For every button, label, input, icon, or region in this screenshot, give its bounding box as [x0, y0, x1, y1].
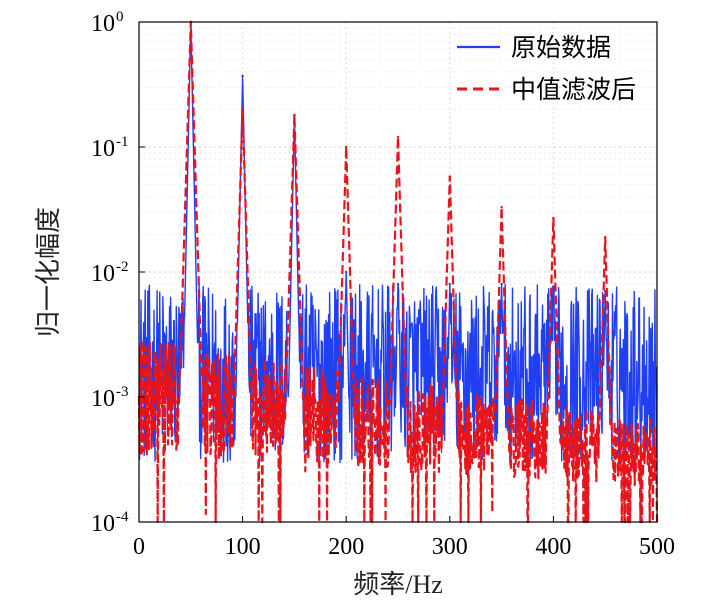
y-tick-label-3: 10 — [91, 136, 115, 162]
x-tick-label-4: 400 — [535, 534, 571, 560]
peak-point-filtered-2 — [293, 113, 296, 117]
x-axis-title: 频率/Hz — [353, 570, 443, 599]
y-tick-exponent-4: 0 — [116, 9, 124, 25]
y-tick-label-4: 10 — [91, 11, 115, 37]
y-tick-exponent-3: -1 — [116, 134, 129, 150]
y-tick-label-0: 10 — [91, 511, 115, 537]
series-line-raw — [138, 21, 658, 464]
peak-point-raw-4 — [396, 282, 400, 286]
legend: 原始数据 中值滤波后 — [457, 34, 636, 104]
x-tick-label-2: 200 — [328, 534, 364, 560]
y-tick-exponent-2: -2 — [116, 259, 129, 275]
legend-label-filtered: 中值滤波后 — [511, 76, 636, 104]
y-tick-label-1: 10 — [91, 386, 115, 412]
x-tick-label-1: 100 — [225, 534, 261, 560]
y-axis-title: 归一化幅度 — [34, 207, 63, 337]
peak-point-raw-3 — [345, 270, 348, 274]
series-line-filtered — [137, 20, 659, 524]
peak-point-raw-7 — [552, 290, 555, 293]
y-tick-label-2: 10 — [91, 261, 115, 287]
peak-point-raw-1 — [241, 74, 244, 78]
x-tick-label-0: 0 — [133, 534, 145, 560]
x-tick-label-5: 500 — [639, 534, 675, 560]
y-tick-exponent-0: -4 — [116, 509, 129, 525]
peak-point-filtered-3 — [345, 145, 348, 149]
x-tick-label-3: 300 — [432, 534, 468, 560]
y-tick-exponent-1: -3 — [116, 384, 129, 400]
peak-point-filtered-6 — [500, 205, 503, 209]
series-layer — [137, 20, 659, 524]
legend-label-raw: 原始数据 — [511, 34, 611, 62]
peak-point-filtered-8 — [604, 235, 607, 239]
peak-point-filtered-4 — [396, 135, 400, 139]
peak-point-filtered-5 — [448, 175, 451, 178]
peak-point-raw-6 — [500, 282, 503, 286]
peak-point-filtered-7 — [552, 216, 555, 220]
peak-point-raw-5 — [448, 282, 451, 286]
peak-point-filtered-1 — [241, 108, 244, 111]
